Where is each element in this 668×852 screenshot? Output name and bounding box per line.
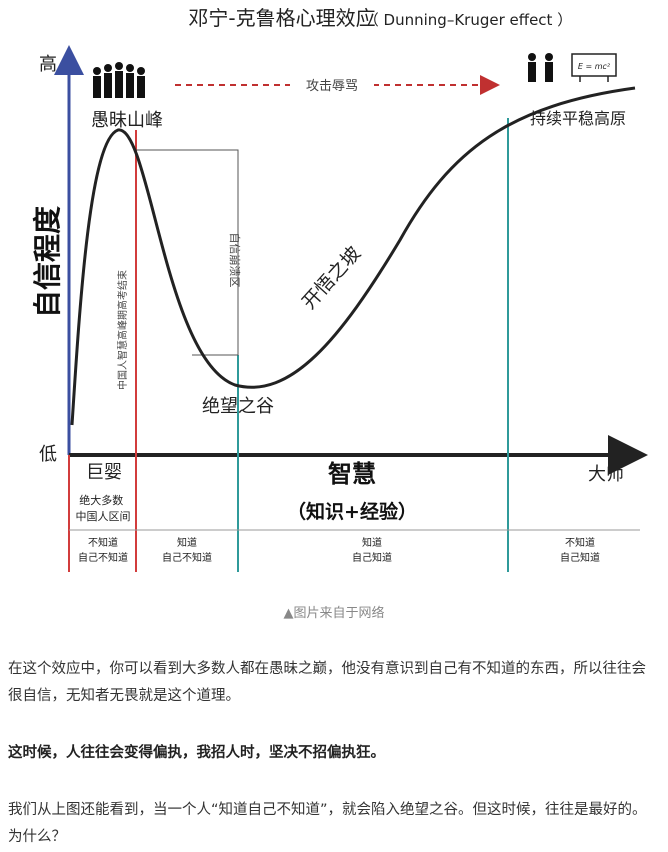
x-axis-label: 智慧 [328,460,376,488]
attack-arrow-label: 攻击辱骂 [306,79,358,94]
formula-label: E = mc² [578,62,611,71]
peak-label: 愚昧山峰 [91,110,163,131]
slope-label: 开悟之坡 [298,242,365,313]
paragraph-2: 这时候，人往往会变得偏执，我招人时，坚决不招偏执狂。 [8,745,385,761]
y-axis-low-label: 低 [39,444,57,465]
valley-label: 绝望之谷 [202,396,274,417]
stage-label-1: 不知道自己不知道 [78,536,128,564]
dunning-kruger-diagram: 邓宁-克鲁格心理效应 （ Dunning–Kruger effect ） 高 低… [31,6,648,572]
collapse-zone-note: 自信崩溃区 [228,233,242,288]
y-axis-label: 自信程度 [31,206,64,318]
collapse-bracket [136,149,239,356]
plateau-label: 持续平稳高原 [530,109,626,128]
image-caption: ▲图片来自于网络 [283,606,385,621]
blackboard-icon [571,53,617,77]
dunning-kruger-curve [70,86,636,426]
stage-label-3: 知道自己知道 [352,536,392,564]
y-axis-high-label: 高 [39,54,57,75]
scholars-icon [528,53,553,82]
x-axis-sub-label: （知识+经验） [287,500,417,523]
stage-labels: 不知道自己不知道 知道自己不知道 知道自己知道 不知道自己知道 [78,536,600,564]
x-axis-start-label: 巨婴 [86,462,122,483]
diagram-canvas: 邓宁-克鲁格心理效应 （ Dunning–Kruger effect ） 高 低… [31,6,648,572]
diagram-title: 邓宁-克鲁格心理效应 [188,6,375,30]
paragraph-1: 在这个效应中，你可以看到大多数人都在愚昧之巅，他没有意识到自己有不知道的东西，所… [8,661,646,704]
x-axis-end-label: 大师 [588,464,624,485]
majority-note: 绝大多数 中国人区间 [76,493,131,523]
gaokao-note: 中国人智慧高峰期高考结束 [116,270,129,390]
diagram-title-en: （ Dunning–Kruger effect ） [364,11,572,29]
paragraph-3: 我们从上图还能看到，当一个人“知道自己不知道”，就会陷入绝望之谷。但这时候，往往… [8,802,647,845]
crowd-icon [93,62,145,98]
stage-label-4: 不知道自己知道 [560,536,600,564]
stage-label-2: 知道自己不知道 [162,536,212,564]
